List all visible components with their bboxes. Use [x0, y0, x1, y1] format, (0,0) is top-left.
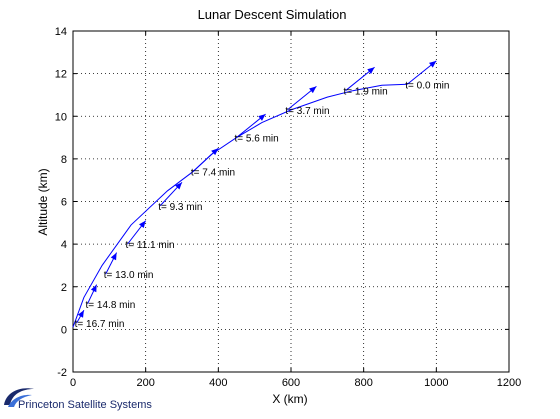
time-label: t= 11.1 min [126, 240, 175, 251]
logo-swoosh-accent-icon [8, 394, 32, 407]
series-group [72, 83, 408, 328]
time-label: t= 14.8 min [86, 300, 136, 311]
velocity-arrowhead [90, 284, 97, 293]
x-tick-label: 1200 [497, 377, 521, 389]
velocity-arrowhead [175, 182, 182, 190]
y-axis-label: Altitude (km) [36, 168, 50, 235]
y-tick-label: 12 [55, 69, 67, 81]
time-label: t= 9.3 min [158, 202, 202, 213]
x-tick-label: 1000 [424, 377, 448, 389]
time-label: t= 7.4 min [191, 168, 235, 179]
time-label: t= 16.7 min [75, 319, 125, 330]
y-axis-ticks: -2 0 2 4 6 8 10 12 14 [55, 26, 509, 379]
y-tick-label: 14 [55, 26, 67, 38]
y-tick-label: 0 [61, 324, 67, 336]
time-label: t= 0.0 min [405, 80, 449, 91]
x-tick-label: 600 [282, 377, 300, 389]
trajectory-line [72, 83, 408, 328]
time-label: t= 5.6 min [235, 134, 279, 145]
x-axis-ticks: 0 200 400 600 800 1000 1200 [70, 31, 521, 389]
company-logo: Princeton Satellite Systems [4, 388, 152, 411]
velocity-arrowhead [309, 86, 317, 94]
chart-title: Lunar Descent Simulation [198, 7, 347, 22]
time-label: t= 3.7 min [285, 106, 329, 117]
grid-lines [73, 31, 509, 372]
x-axis-label: X (km) [272, 392, 307, 406]
y-tick-label: 8 [61, 154, 67, 166]
y-tick-label: 2 [61, 282, 67, 294]
x-tick-label: 800 [354, 377, 372, 389]
velocity-arrowhead [367, 67, 375, 74]
time-label: t= 13.0 min [104, 270, 154, 281]
time-markers: t= 0.0 min t= 1.9 min t= 3.7 min t= 5.6 min… [75, 60, 449, 330]
y-tick-label: 4 [61, 239, 67, 251]
velocity-arrowhead [77, 310, 84, 318]
x-tick-label: 400 [209, 377, 227, 389]
x-tick-label: 0 [70, 377, 76, 389]
x-tick-label: 200 [136, 377, 154, 389]
velocity-arrowhead [258, 114, 266, 121]
logo-swoosh-icon [4, 388, 34, 405]
velocity-arrowhead [429, 60, 437, 68]
velocity-arrowhead [139, 220, 146, 229]
y-tick-label: -2 [57, 367, 67, 379]
time-label: t= 1.9 min [344, 87, 388, 98]
velocity-arrowhead [211, 148, 219, 156]
logo-text: Princeton Satellite Systems [18, 399, 152, 411]
y-tick-label: 6 [61, 197, 67, 209]
y-tick-label: 10 [55, 111, 67, 123]
velocity-arrowhead [110, 252, 117, 261]
